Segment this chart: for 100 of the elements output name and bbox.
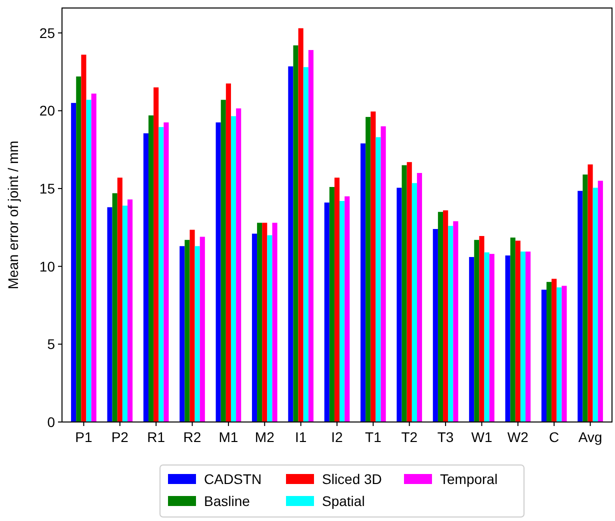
bar <box>194 246 200 422</box>
bar <box>479 236 484 422</box>
bar <box>474 240 480 422</box>
x-tick-label: I1 <box>294 429 307 445</box>
bar <box>489 254 494 422</box>
bar <box>164 122 169 422</box>
bar <box>262 222 268 422</box>
bar <box>380 126 386 422</box>
bar <box>107 207 112 422</box>
legend-label: Sliced 3D <box>322 471 382 487</box>
bar <box>438 212 444 422</box>
bar <box>562 286 567 422</box>
bar <box>520 252 526 422</box>
bar <box>443 210 448 422</box>
bar <box>505 255 510 422</box>
bar <box>216 122 221 422</box>
bar <box>582 174 588 422</box>
bar <box>416 172 422 422</box>
bar <box>340 200 345 422</box>
bar <box>598 180 603 422</box>
bar <box>515 240 520 422</box>
bar <box>127 199 133 422</box>
bar <box>448 226 454 422</box>
bar <box>552 278 557 422</box>
x-tick-label: W2 <box>507 429 529 445</box>
bar <box>200 236 205 422</box>
bar <box>76 76 82 422</box>
x-tick-label: T2 <box>401 429 418 445</box>
x-tick-label: P1 <box>75 429 92 445</box>
bar <box>396 188 402 422</box>
x-tick-label: T1 <box>365 429 382 445</box>
x-tick-label: W1 <box>471 429 492 445</box>
y-tick-label: 25 <box>39 24 56 41</box>
bar <box>588 164 593 422</box>
bar <box>469 257 474 422</box>
bar <box>370 112 376 422</box>
bar <box>112 193 118 422</box>
legend-label: Temporal <box>440 471 498 487</box>
bar <box>402 165 407 422</box>
bar <box>230 116 236 422</box>
legend-label: Spatial <box>322 493 365 509</box>
bar <box>546 282 552 422</box>
bar <box>541 290 547 422</box>
x-tick-label: Avg <box>578 429 602 445</box>
bar <box>184 240 190 422</box>
y-tick-label: 0 <box>47 414 56 430</box>
x-tick-label: C <box>549 429 560 445</box>
bar <box>226 83 231 422</box>
bar <box>578 190 583 422</box>
x-tick-label: M2 <box>254 429 275 445</box>
bar <box>293 45 298 422</box>
x-tick-label: M1 <box>218 429 238 445</box>
bar <box>366 116 371 422</box>
x-tick-label: I2 <box>331 429 344 445</box>
x-tick-label: P2 <box>111 429 129 445</box>
bar <box>86 100 92 422</box>
bar <box>91 94 96 422</box>
bar <box>344 196 350 422</box>
bar <box>298 28 304 422</box>
bar <box>148 115 154 422</box>
bar <box>257 222 262 422</box>
bar <box>453 221 458 422</box>
bar <box>329 186 334 422</box>
bar <box>510 238 516 422</box>
bar <box>324 202 330 422</box>
bar <box>158 127 164 422</box>
y-tick-label: 15 <box>39 180 56 196</box>
bar <box>236 108 242 422</box>
bar <box>272 222 278 422</box>
bar <box>376 137 381 422</box>
bar <box>526 252 531 422</box>
bar <box>412 183 417 422</box>
bar <box>267 235 272 422</box>
legend-label: Basline <box>204 493 250 509</box>
bar <box>71 102 76 422</box>
bar <box>484 252 490 422</box>
y-axis-title: Mean error of joint / mm <box>5 140 21 290</box>
bar <box>220 100 226 422</box>
bar <box>190 230 195 422</box>
bar <box>360 143 366 422</box>
bar <box>122 206 128 422</box>
bar <box>81 54 86 422</box>
bar <box>334 178 340 422</box>
legend-label: CADSTN <box>204 471 262 487</box>
bar <box>592 188 598 422</box>
bar <box>154 87 159 422</box>
y-tick-label: 20 <box>39 102 56 119</box>
x-tick-label: R1 <box>147 429 166 445</box>
x-tick-label: T3 <box>437 429 454 445</box>
y-tick-label: 10 <box>39 258 56 274</box>
bar <box>308 50 314 422</box>
x-tick-label: R2 <box>183 429 202 445</box>
bar <box>406 162 412 422</box>
bar <box>288 66 294 422</box>
bar <box>117 178 122 422</box>
y-tick-label: 5 <box>47 336 56 352</box>
bar <box>143 133 148 422</box>
bar <box>432 229 438 422</box>
bar <box>303 67 308 422</box>
bar <box>252 234 258 422</box>
